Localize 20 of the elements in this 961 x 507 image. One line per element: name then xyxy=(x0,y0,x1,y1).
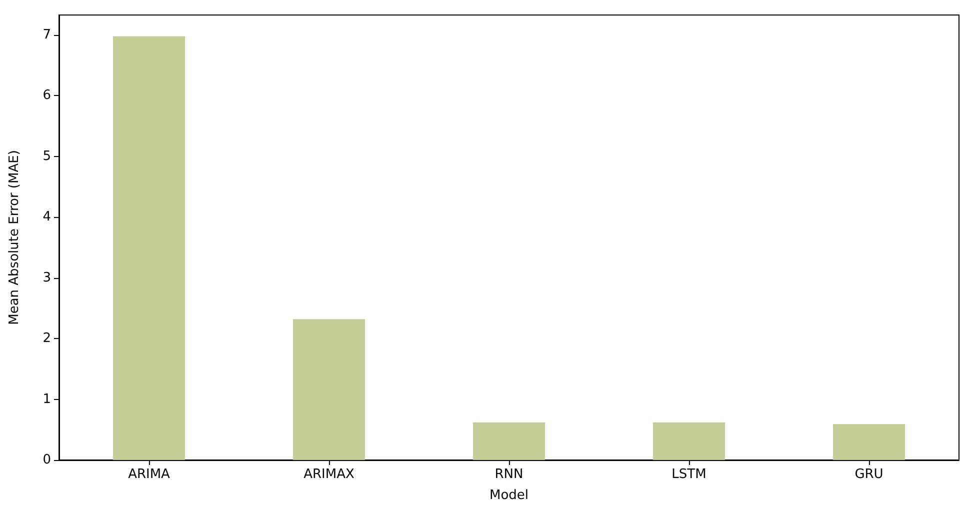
x-axis-title: Model xyxy=(489,488,529,503)
y-tick-label: 0 xyxy=(42,452,51,468)
bar xyxy=(653,422,725,460)
x-tick-label: RNN xyxy=(494,467,524,482)
x-tick-label: ARIMA xyxy=(128,467,170,482)
y-tick-label: 1 xyxy=(42,392,51,407)
bar xyxy=(833,424,905,460)
y-tick-label: 6 xyxy=(42,88,51,104)
y-axis-title: Mean Absolute Error (MAE) xyxy=(7,150,22,325)
y-tick-label: 2 xyxy=(42,331,51,346)
x-tick-label: GRU xyxy=(854,467,884,482)
y-tick-label: 3 xyxy=(42,270,51,286)
y-tick-label: 4 xyxy=(42,210,51,225)
x-tick-label: LSTM xyxy=(672,467,706,482)
y-tick-label: 5 xyxy=(42,148,51,164)
y-tick-label: 7 xyxy=(42,28,51,43)
bar xyxy=(473,422,545,460)
bar xyxy=(113,36,185,460)
bar xyxy=(293,319,365,460)
x-tick-label: ARIMAX xyxy=(304,467,354,482)
